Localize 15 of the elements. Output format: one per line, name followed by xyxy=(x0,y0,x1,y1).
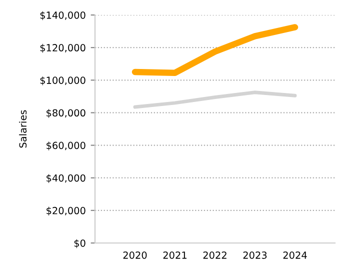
y-tick-label: $40,000 xyxy=(46,174,86,183)
y-tick-label: $60,000 xyxy=(46,142,86,150)
y-tick-label: $80,000 xyxy=(46,109,86,118)
x-tick-label: 2023 xyxy=(243,252,267,259)
x-tick-label: 2024 xyxy=(283,252,307,259)
line-series xyxy=(133,90,297,109)
y-tick-label: $0 xyxy=(74,239,86,248)
y-tick-label: $100,000 xyxy=(40,76,86,86)
y-tick-label: $20,000 xyxy=(46,206,86,216)
x-tick-label: 2022 xyxy=(203,252,226,259)
x-tick-label: 2021 xyxy=(163,252,186,259)
y-tick-label: $140,000 xyxy=(40,11,86,20)
y-axis-title: Salaries xyxy=(19,110,27,148)
x-tick-label: 2020 xyxy=(123,252,147,259)
y-tick-label: $120,000 xyxy=(40,44,86,53)
